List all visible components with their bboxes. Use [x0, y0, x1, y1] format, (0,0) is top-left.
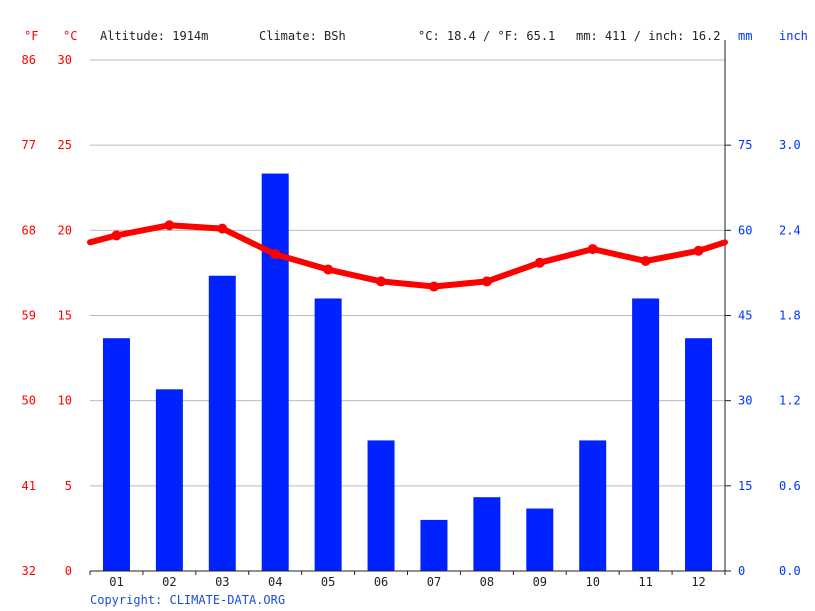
total-precip-label: mm: 411 / inch: 16.2	[576, 29, 721, 43]
climate-label: Climate: BSh	[259, 29, 346, 43]
temperature-line	[87, 222, 728, 290]
x-tick-label: 09	[533, 575, 547, 589]
y-tick-label-inch: 0.0	[779, 564, 801, 578]
temperature-point	[376, 276, 387, 287]
precipitation-bar	[526, 508, 554, 571]
y-tick-label-f: 77	[22, 138, 36, 152]
y-tick-label-c: 25	[58, 138, 72, 152]
x-tick-label: 06	[374, 575, 388, 589]
precipitation-bar	[420, 519, 448, 571]
precipitation-bar	[632, 298, 660, 571]
y-tick-label-mm: 15	[738, 479, 752, 493]
axes	[89, 40, 731, 575]
precipitation-bar	[261, 173, 289, 572]
y-tick-label-f: 32	[22, 564, 36, 578]
y-tick-label-c: 15	[58, 309, 72, 323]
avg-temp-label: °C: 18.4 / °F: 65.1	[418, 29, 555, 43]
temperature-point	[217, 223, 228, 234]
y-tick-label-f: 86	[22, 53, 36, 67]
y-tick-label-c: 10	[58, 394, 72, 408]
temperature-point	[587, 244, 598, 255]
y-tick-label-f: 59	[22, 309, 36, 323]
temperature-point	[534, 257, 545, 268]
grid-lines	[90, 59, 725, 487]
y-tick-label-inch: 0.6	[779, 479, 801, 493]
y-tick-label-mm: 45	[738, 309, 752, 323]
precipitation-bar	[579, 440, 607, 571]
tick-labels: 0 32 5 41 10 50 15 59 20 68 25 77 30 86 0 0.0 15 0.6 30 1.2…	[22, 53, 801, 589]
unit-mm-label: mm	[738, 29, 752, 43]
precipitation-bars	[102, 173, 713, 572]
y-tick-label-inch: 3.0	[779, 138, 801, 152]
x-tick-label: 03	[215, 575, 229, 589]
temperature-point	[693, 245, 704, 256]
copyright-link[interactable]: Copyright: CLIMATE-DATA.ORG	[90, 593, 285, 607]
unit-inch-label: inch	[779, 29, 808, 43]
y-tick-label-inch: 1.2	[779, 394, 801, 408]
y-tick-label-c: 5	[65, 479, 72, 493]
x-tick-label: 05	[321, 575, 335, 589]
precipitation-bar	[208, 275, 236, 571]
precipitation-bar	[473, 497, 501, 571]
y-tick-label-mm: 0	[738, 564, 745, 578]
unit-c-label: °C	[63, 29, 77, 43]
temperature-point	[270, 249, 281, 260]
y-tick-label-inch: 1.8	[779, 309, 801, 323]
precipitation-bar	[102, 338, 130, 571]
precipitation-bar	[367, 440, 395, 571]
y-tick-label-mm: 75	[738, 138, 752, 152]
temperature-point	[640, 255, 651, 266]
y-tick-label-f: 41	[22, 479, 36, 493]
x-tick-label: 11	[638, 575, 652, 589]
y-tick-label-mm: 60	[738, 223, 752, 237]
y-tick-label-c: 0	[65, 564, 72, 578]
y-tick-label-c: 20	[58, 223, 72, 237]
y-tick-label-mm: 30	[738, 394, 752, 408]
temperature-point	[323, 264, 334, 275]
y-tick-label-c: 30	[58, 53, 72, 67]
temperature-point	[428, 281, 439, 292]
chart-header: °F °C Altitude: 1914m Climate: BSh °C: 1…	[24, 29, 808, 43]
x-tick-label: 12	[691, 575, 705, 589]
y-tick-label-inch: 2.4	[779, 223, 801, 237]
x-tick-label: 08	[480, 575, 494, 589]
y-tick-label-f: 68	[22, 223, 36, 237]
precipitation-bar	[155, 389, 183, 571]
x-tick-label: 04	[268, 575, 282, 589]
x-tick-label: 10	[585, 575, 599, 589]
x-tick-label: 07	[427, 575, 441, 589]
y-tick-label-f: 50	[22, 394, 36, 408]
x-tick-label: 02	[162, 575, 176, 589]
x-tick-label: 01	[109, 575, 123, 589]
temperature-point	[164, 220, 175, 231]
temperature-point	[481, 276, 492, 287]
unit-f-label: °F	[24, 29, 38, 43]
temperature-point	[111, 230, 122, 241]
precipitation-bar	[685, 338, 713, 571]
precipitation-bar	[314, 298, 342, 571]
temperature-line-group	[87, 220, 728, 292]
altitude-label: Altitude: 1914m	[100, 29, 208, 43]
